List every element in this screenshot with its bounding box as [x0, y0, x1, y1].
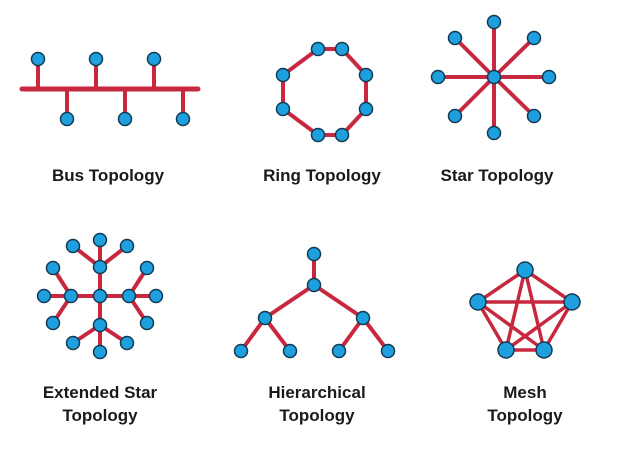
network-node: [30, 51, 46, 67]
network-node: [334, 41, 350, 57]
network-node: [119, 238, 135, 254]
network-node: [486, 125, 502, 141]
link-line: [492, 36, 536, 79]
network-node: [36, 288, 52, 304]
network-node: [541, 69, 557, 85]
network-node: [282, 343, 298, 359]
caption-line: Hierarchical: [268, 383, 366, 402]
network-node: [526, 108, 542, 124]
caption-line: Topology: [487, 406, 563, 425]
network-node: [275, 67, 291, 83]
network-node: [92, 259, 108, 275]
link-line: [476, 300, 508, 352]
network-node: [92, 317, 108, 333]
network-node: [563, 293, 581, 311]
link-line: [504, 300, 574, 352]
network-node: [535, 341, 553, 359]
caption-line: Mesh: [503, 383, 547, 402]
caption-line: Topology: [279, 406, 355, 425]
network-node: [148, 288, 164, 304]
link-line: [476, 268, 527, 304]
ring-topology-caption: Ring Topology: [242, 164, 402, 187]
link-line: [476, 300, 546, 352]
caption-line: Bus Topology: [51, 166, 165, 185]
network-node: [92, 232, 108, 248]
network-node: [175, 111, 191, 127]
network-node: [45, 260, 61, 276]
network-node: [497, 341, 515, 359]
network-node: [92, 344, 108, 360]
link-line: [492, 75, 536, 118]
network-node: [257, 310, 273, 326]
link-line: [281, 107, 320, 137]
network-node: [146, 51, 162, 67]
link-line: [504, 268, 527, 352]
network-node: [63, 288, 79, 304]
network-node: [306, 277, 322, 293]
network-node: [486, 14, 502, 30]
network-node: [469, 293, 487, 311]
caption-line: Star Topology: [440, 166, 554, 185]
link-line: [312, 283, 365, 320]
network-node: [65, 335, 81, 351]
network-node: [447, 108, 463, 124]
network-node: [139, 260, 155, 276]
network-node: [310, 127, 326, 143]
caption-line: Ring Topology: [263, 166, 381, 185]
network-node: [121, 288, 137, 304]
network-node: [233, 343, 249, 359]
network-node: [117, 111, 133, 127]
bus-topology-caption: Bus Topology: [28, 164, 188, 187]
mesh-topology-figure: [469, 261, 581, 359]
network-node: [430, 69, 446, 85]
caption-line: Topology: [62, 406, 138, 425]
network-node: [310, 41, 326, 57]
network-node: [59, 111, 75, 127]
network-node: [334, 127, 350, 143]
network-node: [65, 238, 81, 254]
network-node: [331, 343, 347, 359]
network-node: [88, 51, 104, 67]
link-line: [542, 300, 574, 352]
extended-star-topology-caption: Extended Star Topology: [20, 381, 180, 427]
hierarchical-topology-caption: Hierarchical Topology: [237, 381, 397, 427]
extended-star-topology-figure: [36, 232, 164, 360]
network-node: [45, 315, 61, 331]
ring-topology-figure: [275, 41, 374, 143]
caption-line: Extended Star: [42, 383, 158, 402]
network-node: [119, 335, 135, 351]
network-node: [516, 261, 534, 279]
link-line: [523, 268, 574, 304]
network-node: [358, 101, 374, 117]
network-node: [380, 343, 396, 359]
mesh-topology-caption: Mesh Topology: [445, 381, 605, 427]
star-topology-figure: [430, 14, 557, 141]
network-node: [275, 101, 291, 117]
network-node: [139, 315, 155, 331]
network-node: [306, 246, 322, 262]
link-line: [263, 283, 316, 320]
bus-topology-figure: [19, 51, 201, 127]
link-line: [523, 268, 546, 352]
network-node: [447, 30, 463, 46]
link-line: [281, 47, 320, 77]
network-node: [486, 69, 502, 85]
network-node: [92, 288, 108, 304]
star-topology-caption: Star Topology: [417, 164, 577, 187]
link-line: [453, 75, 496, 118]
link-line: [453, 36, 496, 79]
network-node: [526, 30, 542, 46]
hierarchical-topology-figure: [233, 246, 396, 359]
network-node: [355, 310, 371, 326]
network-node: [358, 67, 374, 83]
